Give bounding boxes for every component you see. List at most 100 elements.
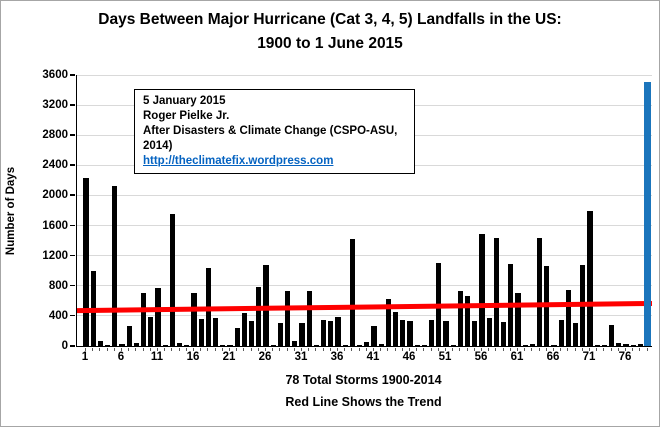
y-tick-mark <box>70 104 75 106</box>
gridline <box>77 194 652 196</box>
x-tick-mark <box>200 348 202 351</box>
x-tick-mark <box>92 348 94 351</box>
gridline <box>77 74 652 76</box>
y-tick-mark <box>70 194 75 196</box>
bar <box>119 343 125 346</box>
bar <box>407 321 413 346</box>
x-tick-mark <box>229 348 230 351</box>
x-tick-mark <box>265 348 266 351</box>
x-tick-mark <box>207 348 209 351</box>
bar <box>472 321 478 346</box>
bar <box>357 344 363 346</box>
y-tick-label: 800 <box>48 279 68 292</box>
bar <box>105 344 111 346</box>
x-tick-mark <box>250 348 252 351</box>
bar <box>155 288 161 346</box>
bar <box>587 210 593 346</box>
x-tick-mark <box>344 348 346 351</box>
bar <box>335 316 341 346</box>
x-tick-mark <box>337 348 338 351</box>
x-tick-mark <box>589 348 590 351</box>
x-tick-label: 71 <box>582 351 596 363</box>
bar <box>321 319 327 346</box>
bar <box>537 237 543 346</box>
x-axis-title: 78 Total Storms 1900-2014 <box>285 373 442 387</box>
x-tick-mark <box>574 348 576 351</box>
bar <box>443 321 449 346</box>
bar <box>609 324 615 346</box>
x-tick-mark <box>315 348 317 351</box>
x-tick-mark <box>452 348 454 351</box>
bar <box>385 298 391 346</box>
y-axis-title: Number of Days <box>3 75 19 346</box>
bar <box>90 271 96 346</box>
x-tick-mark <box>178 348 180 351</box>
bar <box>97 341 103 346</box>
x-tick-mark <box>286 348 288 351</box>
gridline <box>77 285 652 287</box>
y-tick-label: 1600 <box>42 219 68 232</box>
bar <box>292 341 298 346</box>
bar <box>465 295 471 346</box>
x-tick-mark <box>301 348 302 351</box>
bar <box>256 287 262 346</box>
gridline <box>77 225 652 227</box>
bar <box>364 342 370 346</box>
y-tick-mark <box>70 164 75 166</box>
x-tick-mark <box>214 348 216 351</box>
chart-title-line1: Days Between Major Hurricane (Cat 3, 4, … <box>98 11 562 28</box>
x-tick-mark <box>581 348 583 351</box>
x-tick-mark <box>603 348 605 351</box>
x-tick-mark <box>617 348 619 351</box>
bar <box>184 345 190 346</box>
bar <box>637 343 643 346</box>
x-tick-label: 76 <box>618 351 632 363</box>
bar <box>529 343 535 346</box>
chart-title: Days Between Major Hurricane (Cat 3, 4, … <box>1 8 659 56</box>
bar <box>177 343 183 346</box>
x-tick-label: 26 <box>258 351 272 363</box>
annotation-link[interactable]: http://theclimatefix.wordpress.com <box>143 155 334 167</box>
bar <box>241 312 247 346</box>
x-tick-mark <box>531 348 533 351</box>
x-tick-mark <box>553 348 554 351</box>
x-tick-mark <box>135 348 137 351</box>
bar <box>580 265 586 346</box>
bar <box>342 345 348 346</box>
x-tick-mark <box>409 348 410 351</box>
x-tick-mark <box>157 348 158 351</box>
x-tick-mark <box>610 348 612 351</box>
chart-title-line2: 1900 to 1 June 2015 <box>257 35 403 52</box>
bar <box>486 318 492 346</box>
bar <box>205 267 211 346</box>
x-tick-mark <box>329 348 331 351</box>
y-tick-mark <box>70 74 75 76</box>
x-tick-mark <box>171 348 173 351</box>
x-tick-label: 1 <box>81 351 89 363</box>
x-tick-mark <box>416 348 418 351</box>
bar <box>508 263 514 346</box>
bar <box>83 178 89 346</box>
x-axis-subtitle: Red Line Shows the Trend <box>285 395 442 409</box>
x-tick-mark <box>545 348 547 351</box>
bar <box>551 344 557 346</box>
x-tick-mark <box>106 348 108 351</box>
bar <box>141 292 147 346</box>
x-tick-label: 21 <box>222 351 236 363</box>
y-tick-label: 400 <box>48 309 68 322</box>
bar <box>501 321 507 346</box>
y-axis-title-text: Number of Days <box>5 166 17 255</box>
x-tick-mark <box>128 348 130 351</box>
x-tick-mark <box>257 348 259 351</box>
x-tick-mark <box>481 348 482 351</box>
x-tick-mark <box>524 348 526 351</box>
x-tick-mark <box>401 348 403 351</box>
bar <box>277 323 283 346</box>
y-tick-mark <box>70 224 75 227</box>
x-tick-mark <box>560 348 562 351</box>
x-tick-mark <box>423 348 425 351</box>
bar <box>616 343 622 346</box>
bar <box>213 318 219 346</box>
annotation-source: After Disasters & Climate Change (CSPO-A… <box>143 125 398 152</box>
